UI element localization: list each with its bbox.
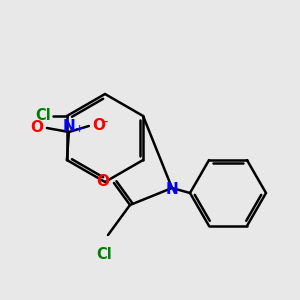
Text: O: O [92,118,105,134]
Text: O: O [96,173,109,188]
Text: N: N [166,182,178,196]
Text: Cl: Cl [35,109,51,124]
Text: Cl: Cl [96,247,112,262]
Text: N: N [62,119,75,134]
Text: +: + [75,124,84,134]
Text: O: O [30,121,43,136]
Text: -: - [102,113,107,128]
